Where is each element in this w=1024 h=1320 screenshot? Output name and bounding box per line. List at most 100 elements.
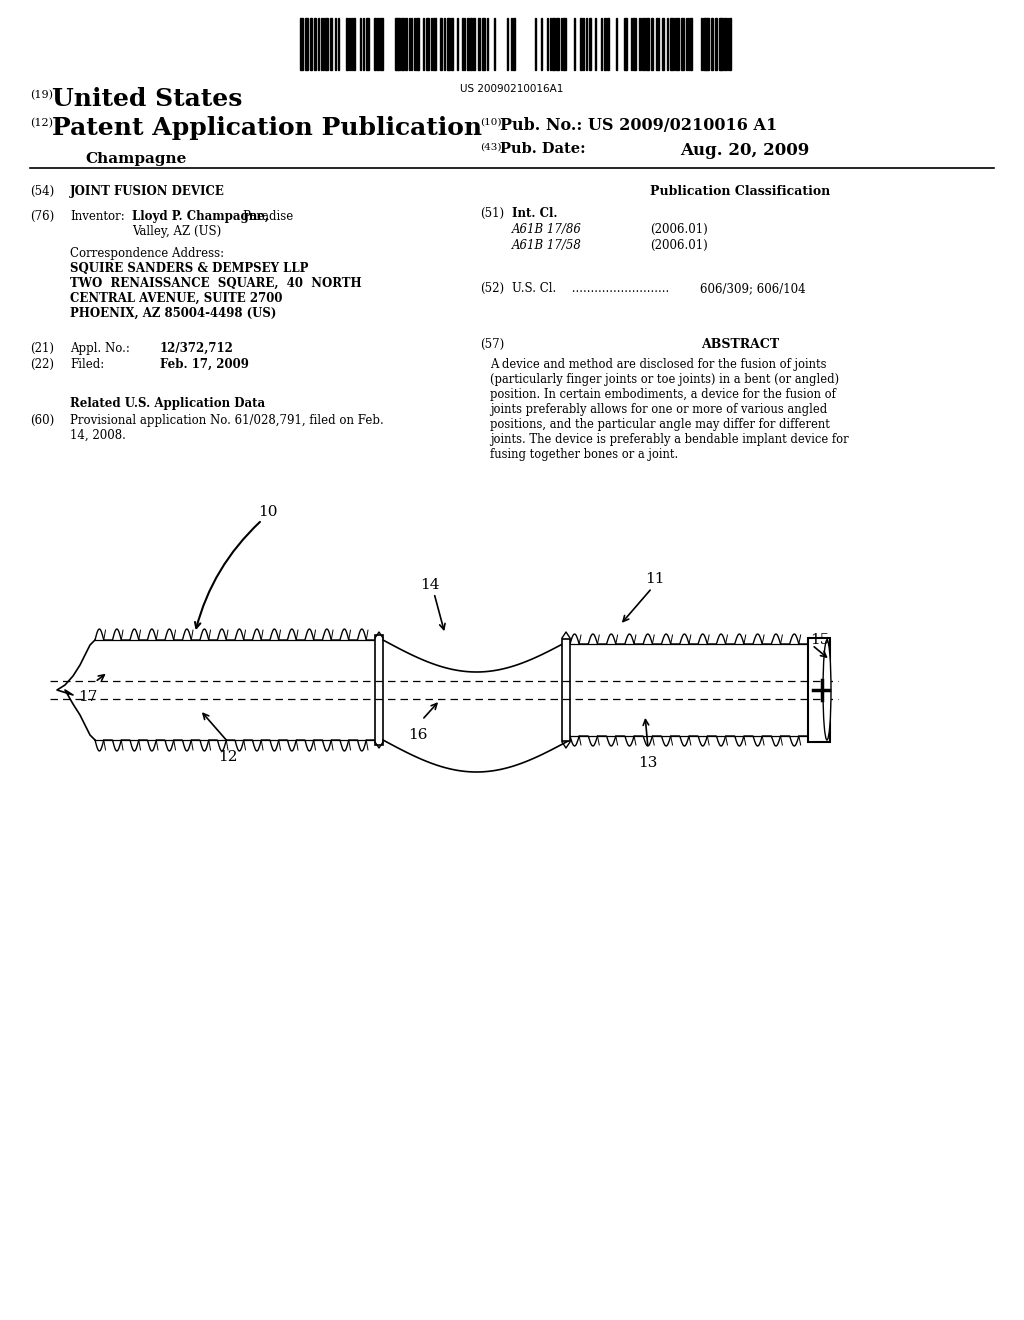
Text: (57): (57) bbox=[480, 338, 504, 351]
Text: fusing together bones or a joint.: fusing together bones or a joint. bbox=[490, 447, 678, 461]
Bar bbox=[401, 18, 404, 70]
Text: (51): (51) bbox=[480, 207, 504, 220]
Text: TWO  RENAISSANCE  SQUARE,  40  NORTH: TWO RENAISSANCE SQUARE, 40 NORTH bbox=[70, 277, 361, 290]
Polygon shape bbox=[57, 640, 95, 741]
Text: 15: 15 bbox=[810, 634, 829, 647]
Bar bbox=[346, 18, 348, 70]
Bar bbox=[467, 18, 469, 70]
Bar bbox=[643, 18, 645, 70]
Bar bbox=[646, 18, 648, 70]
Text: ABSTRACT: ABSTRACT bbox=[701, 338, 779, 351]
Bar bbox=[426, 18, 429, 70]
Bar bbox=[353, 18, 355, 70]
Bar bbox=[305, 18, 307, 70]
Bar bbox=[670, 18, 673, 70]
Text: A device and method are disclosed for the fusion of joints: A device and method are disclosed for th… bbox=[490, 358, 826, 371]
Bar bbox=[724, 18, 726, 70]
Text: (52): (52) bbox=[480, 282, 504, 294]
Ellipse shape bbox=[823, 640, 831, 741]
Text: SQUIRE SANDERS & DEMPSEY LLP: SQUIRE SANDERS & DEMPSEY LLP bbox=[70, 261, 308, 275]
Bar bbox=[440, 18, 442, 70]
Text: U.S. Cl.: U.S. Cl. bbox=[512, 282, 556, 294]
Bar bbox=[478, 18, 480, 70]
Text: 10: 10 bbox=[258, 506, 278, 519]
Text: (12): (12) bbox=[30, 117, 53, 128]
Bar bbox=[300, 18, 303, 70]
Text: (2006.01): (2006.01) bbox=[650, 223, 708, 236]
Bar bbox=[721, 18, 723, 70]
Text: United States: United States bbox=[52, 87, 243, 111]
Text: (43): (43) bbox=[480, 143, 502, 152]
Bar bbox=[374, 18, 376, 70]
Bar bbox=[681, 18, 684, 70]
Text: PHOENIX, AZ 85004-4498 (US): PHOENIX, AZ 85004-4498 (US) bbox=[70, 308, 276, 319]
Bar bbox=[482, 18, 485, 70]
Bar bbox=[552, 18, 555, 70]
Bar bbox=[604, 18, 606, 70]
Text: Feb. 17, 2009: Feb. 17, 2009 bbox=[160, 358, 249, 371]
Text: (10): (10) bbox=[480, 117, 502, 127]
Bar bbox=[676, 18, 679, 70]
Text: position. In certain embodiments, a device for the fusion of: position. In certain embodiments, a devi… bbox=[490, 388, 836, 401]
Bar bbox=[633, 18, 636, 70]
Text: 14: 14 bbox=[420, 578, 439, 591]
Bar bbox=[473, 18, 475, 70]
Text: (particularly finger joints or toe joints) in a bent (or angled): (particularly finger joints or toe joint… bbox=[490, 374, 839, 385]
Text: Inventor:: Inventor: bbox=[70, 210, 125, 223]
Bar bbox=[95, 628, 375, 752]
Text: Patent Application Publication: Patent Application Publication bbox=[52, 116, 482, 140]
Text: joints preferably allows for one or more of various angled: joints preferably allows for one or more… bbox=[490, 403, 827, 416]
Bar bbox=[377, 18, 379, 70]
Bar bbox=[449, 18, 450, 70]
Bar bbox=[396, 18, 398, 70]
Bar bbox=[589, 18, 591, 70]
Text: (76): (76) bbox=[30, 210, 54, 223]
Text: 17: 17 bbox=[78, 690, 97, 704]
Bar bbox=[375, 635, 383, 744]
Text: Provisional application No. 61/028,791, filed on Feb.: Provisional application No. 61/028,791, … bbox=[70, 414, 384, 426]
Bar bbox=[703, 18, 705, 70]
Text: A61B 17/86: A61B 17/86 bbox=[512, 223, 582, 236]
Text: (22): (22) bbox=[30, 358, 54, 371]
Text: A61B 17/58: A61B 17/58 bbox=[512, 239, 582, 252]
Text: (2006.01): (2006.01) bbox=[650, 239, 708, 252]
Bar bbox=[570, 634, 808, 747]
Bar bbox=[330, 18, 332, 70]
Text: (60): (60) bbox=[30, 414, 54, 426]
Text: Pub. Date:: Pub. Date: bbox=[500, 143, 586, 156]
Bar bbox=[624, 18, 627, 70]
Bar bbox=[656, 18, 659, 70]
Bar bbox=[651, 18, 653, 70]
Bar bbox=[380, 18, 383, 70]
Text: CENTRAL AVENUE, SUITE 2700: CENTRAL AVENUE, SUITE 2700 bbox=[70, 292, 283, 305]
Text: 12: 12 bbox=[218, 750, 238, 764]
Bar bbox=[564, 18, 566, 70]
Text: Appl. No.:: Appl. No.: bbox=[70, 342, 130, 355]
Bar bbox=[325, 18, 328, 70]
Text: Champagne: Champagne bbox=[85, 152, 186, 166]
Text: Lloyd P. Champagne,: Lloyd P. Champagne, bbox=[132, 210, 269, 223]
Text: Int. Cl.: Int. Cl. bbox=[512, 207, 557, 220]
Text: (54): (54) bbox=[30, 185, 54, 198]
Bar bbox=[715, 18, 717, 70]
Bar bbox=[729, 18, 731, 70]
Text: joints. The device is preferably a bendable implant device for: joints. The device is preferably a benda… bbox=[490, 433, 849, 446]
Text: positions, and the particular angle may differ for different: positions, and the particular angle may … bbox=[490, 418, 829, 432]
Bar bbox=[433, 18, 436, 70]
Polygon shape bbox=[383, 640, 570, 772]
Bar bbox=[556, 18, 558, 70]
Text: Paradise: Paradise bbox=[242, 210, 293, 223]
Bar bbox=[562, 639, 570, 741]
Bar bbox=[398, 18, 400, 70]
Bar bbox=[366, 18, 369, 70]
Text: Correspondence Address:: Correspondence Address: bbox=[70, 247, 224, 260]
Text: (19): (19) bbox=[30, 90, 53, 100]
Bar bbox=[662, 18, 664, 70]
Text: 12/372,712: 12/372,712 bbox=[160, 342, 233, 355]
Bar bbox=[705, 18, 707, 70]
Text: (21): (21) bbox=[30, 342, 54, 355]
Text: 606/309; 606/104: 606/309; 606/104 bbox=[700, 282, 806, 294]
Text: Valley, AZ (US): Valley, AZ (US) bbox=[132, 224, 221, 238]
Text: Filed:: Filed: bbox=[70, 358, 104, 371]
Bar bbox=[314, 18, 316, 70]
